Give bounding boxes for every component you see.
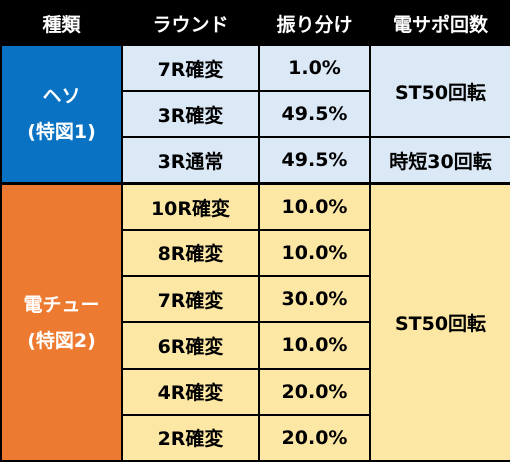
table-row: 2R確変 20.0% [1,413,510,462]
round-cell: 4R確変 [121,367,260,416]
header-round: ラウンド [121,0,260,46]
round-cell: 3R確変 [121,90,260,139]
table-row: 3R通常 49.5% 時短30回転 [1,136,510,185]
share-cell: 49.5% [258,136,371,185]
round-cell: 3R通常 [121,136,260,185]
heso-label-line2: (特図1) [27,121,96,144]
share-cell: 20.0% [258,413,371,462]
header-row: 種類 ラウンド 振り分け 電サポ回数 [0,0,510,46]
table-row: 7R確変 30.0% [1,275,510,324]
table-row: ヘソ (特図1) 7R確変 1.0% ST50回転 [0,43,510,185]
share-cell: 10.0% [258,228,371,278]
support-cell-heso-jitan: 時短30回転 [369,136,510,185]
denchu-label-line1: 電チュー [23,293,100,316]
denchu-label-line2: (特図2) [27,329,96,352]
round-cell: 10R確変 [121,182,260,231]
share-cell: 30.0% [258,275,371,324]
table-row: 8R確変 10.0% [1,228,510,278]
round-cell: 7R確変 [121,43,260,93]
share-cell: 20.0% [258,367,371,416]
share-cell: 10.0% [258,182,371,231]
header-share: 振り分け [258,0,371,46]
support-cell-denchu: ST50回転 [369,182,510,462]
header-type: 種類 [0,0,123,46]
table-row: 4R確変 20.0% [1,367,510,416]
header-support: 電サポ回数 [369,0,510,46]
heso-label: ヘソ (特図1) [0,44,123,185]
table-row: 6R確変 10.0% [1,321,510,370]
support-cell-heso-st: ST50回転 [369,43,510,139]
round-cell: 8R確変 [121,228,260,278]
round-cell: 6R確変 [121,321,260,370]
round-cell: 2R確変 [121,413,260,462]
denchu-label: 電チュー (特図2) [0,182,123,462]
share-cell: 10.0% [258,321,371,370]
table-row: 電チュー (特図2) 10R確変 10.0% ST50回転 [0,182,510,462]
round-cell: 7R確変 [121,275,260,324]
heso-label-line1: ヘソ [42,85,81,108]
share-cell: 49.5% [258,90,371,139]
table-row: 3R確変 49.5% [1,90,510,139]
share-cell: 1.0% [258,43,371,93]
